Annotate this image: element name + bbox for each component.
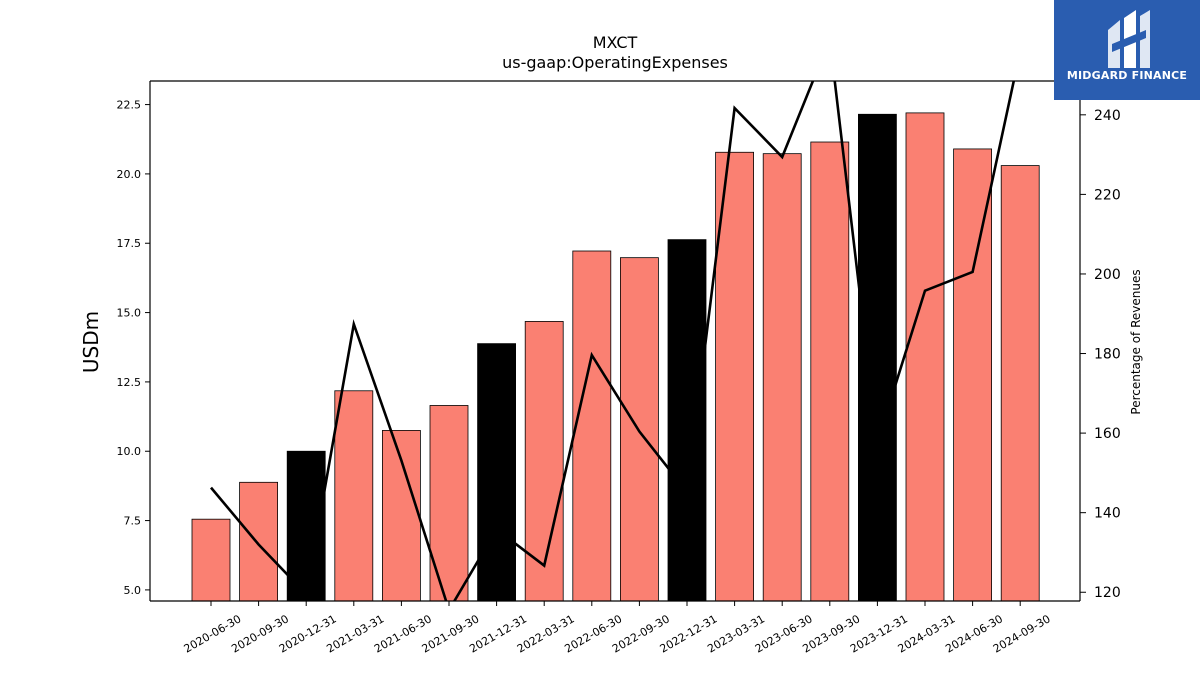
chart-title: MXCT bbox=[593, 33, 638, 52]
y-tick-label: 22.5 bbox=[117, 99, 142, 112]
bar bbox=[477, 343, 517, 602]
y-tick-label: 15.0 bbox=[117, 307, 142, 320]
y2-tick-label: 160 bbox=[1094, 426, 1121, 442]
y2-tick-label: 120 bbox=[1094, 585, 1121, 601]
bar bbox=[572, 250, 612, 602]
y-tick-label: 17.5 bbox=[117, 237, 142, 250]
y-tick-label: 10.0 bbox=[117, 445, 142, 458]
bar bbox=[239, 481, 279, 602]
plot-area: 5.0 7.5 10.0 12.5 15.0 17.5 20.0 22.5 120 140 160 1… bbox=[117, 80, 1121, 656]
chart-subtitle: us-gaap:OperatingExpenses bbox=[502, 53, 728, 72]
bar bbox=[715, 151, 754, 602]
bar bbox=[667, 239, 707, 602]
bar bbox=[1000, 165, 1040, 602]
bar bbox=[191, 518, 231, 602]
bar bbox=[334, 390, 374, 602]
y2-tick-label: 240 bbox=[1094, 108, 1121, 124]
y2-axis-label: Percentage of Revenues bbox=[1129, 269, 1143, 414]
y2-tick-label: 200 bbox=[1094, 267, 1121, 283]
y-axis-label: USDm bbox=[79, 311, 103, 373]
bar bbox=[905, 112, 945, 602]
logo-text: MIDGARD FINANCE bbox=[1066, 69, 1188, 82]
bar bbox=[524, 321, 564, 602]
y-tick-label: 7.5 bbox=[124, 515, 142, 528]
y-tick-label: 12.5 bbox=[117, 376, 142, 389]
brand-logo: MIDGARD FINANCE bbox=[1054, 0, 1200, 100]
bar bbox=[762, 153, 802, 602]
bar bbox=[381, 430, 421, 602]
y-tick-label: 5.0 bbox=[124, 584, 142, 597]
bar bbox=[858, 113, 897, 602]
percentage-line bbox=[210, 81, 1016, 601]
y2-tick-label: 180 bbox=[1094, 347, 1121, 363]
y2-tick-label: 220 bbox=[1094, 187, 1121, 203]
logo-mark-icon bbox=[1108, 10, 1150, 68]
bar bbox=[810, 141, 850, 602]
y2-tick-label: 140 bbox=[1094, 506, 1121, 522]
bar bbox=[953, 148, 992, 602]
y-tick-label: 20.0 bbox=[117, 168, 142, 181]
